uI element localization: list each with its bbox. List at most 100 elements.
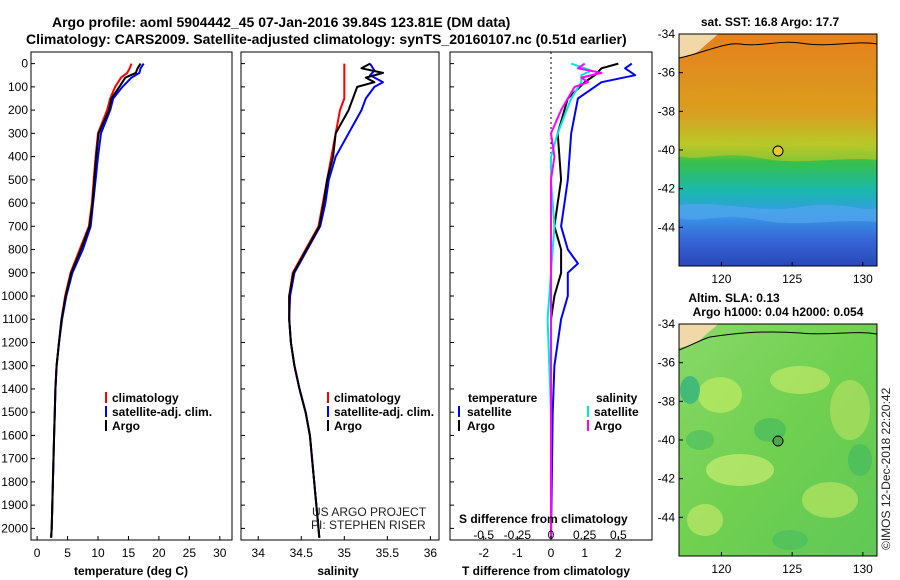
legend-satellite: satellite-adj. clim.	[112, 405, 212, 419]
depth-axis: 0 100 200 300 400 500 600 700 800 900 1000 1100 1200…	[1, 57, 454, 535]
lon-tick-label: 125	[782, 562, 802, 576]
x-tick-label: 1	[581, 546, 588, 560]
legend-argo: Argo	[334, 419, 362, 433]
depth-tick-label: 100	[8, 80, 28, 94]
depth-tick-label: 1500	[1, 405, 28, 419]
x-tick-label: -1	[512, 546, 523, 560]
series-line-s-argo	[550, 62, 603, 538]
lat-tick-label: -34	[658, 317, 676, 331]
sla-map-title: Altim. SLA: 0.13	[688, 291, 780, 305]
lat-tick-label: -44	[658, 510, 676, 524]
depth-tick-label: 1300	[1, 359, 28, 373]
x-tick-label: 2	[615, 546, 622, 560]
s-tick-label: -0.5	[473, 528, 494, 542]
depth-tick-label: 1800	[1, 475, 28, 489]
lat-tick-label: -38	[658, 394, 676, 408]
series-line-climatology	[50, 63, 133, 538]
x-tick-label: 34.5	[290, 546, 314, 560]
lon-tick-label: 120	[711, 272, 731, 286]
lon-tick-label: 120	[711, 562, 731, 576]
pi-annotation: PI: STEPHEN RISER	[311, 518, 426, 532]
lat-tick-label: -42	[658, 182, 676, 196]
lon-tick-label: 130	[853, 562, 873, 576]
legend-climatology: climatology	[334, 391, 401, 405]
depth-tick-label: 700	[8, 219, 28, 233]
salinity-plot: 34 34.5 35 35.5 36	[252, 62, 438, 560]
argo-location-marker	[772, 145, 784, 157]
legend-title-salinity: salinity	[596, 391, 638, 405]
lat-tick-label: -44	[658, 220, 676, 234]
sst-map-axes: -34 -36 -38 -40 -42 -44 120 125 130	[658, 27, 874, 286]
depth-tick-label: 400	[8, 150, 28, 164]
lat-tick-label: -36	[658, 356, 676, 370]
depth-tick-label: 1900	[1, 498, 28, 512]
difference-plot: -2 -1 0 1 2 -0.5 -0.25 0 0.25 0.5	[473, 52, 637, 560]
x-tick-label: 20	[152, 546, 166, 560]
x-tick-label: 0	[34, 546, 41, 560]
sst-map-title: sat. SST: 16.8 Argo: 17.7	[701, 15, 840, 29]
lat-tick-label: -34	[658, 27, 676, 41]
lon-tick-label: 130	[853, 272, 873, 286]
x-tick-label: -2	[478, 546, 489, 560]
series-line-t-argo	[550, 62, 619, 538]
x-tick-label: 10	[91, 546, 105, 560]
temperature-panel-frame	[30, 51, 233, 541]
t-difference-axis-label: T difference from climatology	[462, 564, 630, 578]
depth-tick-label: 300	[8, 126, 28, 140]
x-tick-label: 0	[548, 546, 555, 560]
argo-location-marker	[772, 435, 784, 447]
s-difference-label: S difference from climatology	[459, 512, 628, 526]
x-tick-label: 5	[64, 546, 71, 560]
argo-height-title: Argo h1000: 0.04 h2000: 0.054	[693, 305, 864, 319]
land-australia	[679, 324, 718, 348]
temperature-legend: climatology satellite-adj. clim. Argo	[105, 391, 212, 433]
x-tick-label: 34	[252, 546, 266, 560]
depth-tick-label: 900	[8, 266, 28, 280]
legend-t-satellite: satellite	[467, 405, 512, 419]
s-tick-label: 0.25	[573, 528, 597, 542]
legend-argo: Argo	[112, 419, 140, 433]
legend-satellite: satellite-adj. clim.	[334, 405, 434, 419]
depth-tick-label: 600	[8, 196, 28, 210]
sla-map-axes: -34 -36 -38 -40 -42 -44 120 125 130	[658, 317, 874, 576]
x-tick-label: 36	[424, 546, 438, 560]
s-tick-label: 0.5	[610, 528, 627, 542]
sst-map	[679, 34, 877, 266]
legend-climatology: climatology	[112, 391, 179, 405]
legend-title-temperature: temperature	[468, 391, 538, 405]
depth-tick-label: 1200	[1, 335, 28, 349]
lon-tick-label: 125	[782, 272, 802, 286]
depth-tick-label: 1400	[1, 382, 28, 396]
legend-s-satellite: satellite	[594, 405, 639, 419]
temperature-plot: 0 5 10 15 20 25 30	[34, 63, 227, 560]
depth-tick-label: 0	[21, 57, 28, 71]
depth-tick-label: 1700	[1, 452, 28, 466]
salinity-legend: climatology satellite-adj. clim. Argo US…	[311, 391, 434, 532]
difference-legend: temperature salinity satellite Argo sate…	[458, 391, 639, 526]
series-line-t-satellite	[550, 62, 637, 538]
lat-tick-label: -36	[658, 66, 676, 80]
depth-tick-label: 1000	[1, 289, 28, 303]
lat-tick-label: -40	[658, 143, 676, 157]
temperature-axis-label: temperature (deg C)	[74, 564, 188, 578]
project-annotation: US ARGO PROJECT	[312, 505, 427, 519]
legend-t-argo: Argo	[467, 419, 495, 433]
land-australia	[679, 34, 718, 58]
s-tick-label: -0.25	[504, 528, 532, 542]
salinity-axis-label: salinity	[317, 564, 359, 578]
imos-credit: ©IMOS 12-Dec-2018 22:20:42	[879, 387, 893, 550]
x-tick-label: 35.5	[376, 546, 400, 560]
depth-tick-label: 1100	[2, 312, 28, 326]
depth-tick-label: 1600	[1, 428, 28, 442]
series-line-argo	[50, 63, 142, 538]
depth-contour	[679, 331, 877, 351]
series-line-argo	[288, 62, 384, 538]
header-line-1: Argo profile: aoml 5904442_45 07-Jan-201…	[52, 14, 510, 30]
x-tick-label: 35	[338, 546, 352, 560]
x-tick-label: 15	[122, 546, 136, 560]
lat-tick-label: -38	[658, 104, 676, 118]
depth-tick-label: 500	[8, 173, 28, 187]
s-tick-label: 0	[548, 528, 555, 542]
lat-tick-label: -42	[658, 472, 676, 486]
